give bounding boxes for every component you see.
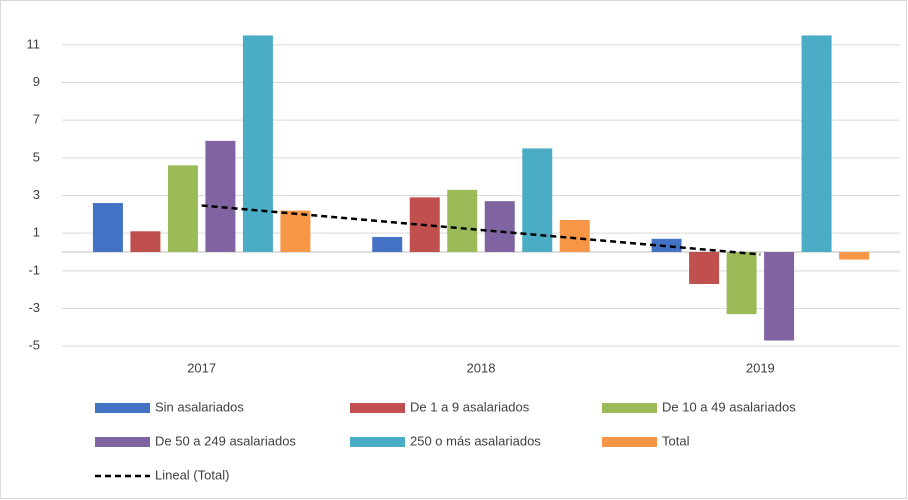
bar [764,252,795,341]
bar [205,140,236,252]
bar [167,165,198,252]
trendline [201,204,761,256]
y-tick-label: -3 [28,300,40,315]
bar [522,148,553,252]
x-tick-label: 2018 [467,360,496,375]
y-tick-label: -1 [28,262,40,277]
legend-label: Lineal (Total) [155,467,229,482]
y-tick-label: 7 [33,112,40,127]
y-tick-label: -5 [28,338,40,353]
bar [280,210,311,252]
bar [92,203,123,252]
y-tick-label: 11 [27,36,41,51]
legend-swatch [95,403,150,413]
x-tick-label: 2017 [187,360,216,375]
bar [372,236,403,252]
x-tick-label: 2019 [746,360,775,375]
legend-swatch [602,403,657,413]
legend-swatch [602,437,657,447]
y-tick-label: 5 [33,149,40,164]
bar [130,231,161,252]
legend-label: De 50 a 249 asalariados [155,433,296,448]
legend-swatch [350,437,405,447]
bar [559,219,590,252]
bar [242,35,273,252]
bar [447,189,478,252]
legend-label: De 10 a 49 asalariados [662,399,796,414]
bar [839,252,870,260]
legend-swatch [350,403,405,413]
bar [651,238,682,252]
bar [801,35,832,252]
bar [689,252,720,285]
legend-label: Total [662,433,690,448]
bar [484,201,515,252]
legend-label: De 1 a 9 asalariados [410,399,530,414]
bar [726,252,757,315]
legend-label: 250 o más asalariados [410,433,541,448]
y-tick-label: 9 [33,74,40,89]
legend-swatch [95,437,150,447]
legend-label: Sin asalariados [155,399,244,414]
y-tick-label: 1 [33,225,40,240]
y-tick-label: 3 [33,187,40,202]
